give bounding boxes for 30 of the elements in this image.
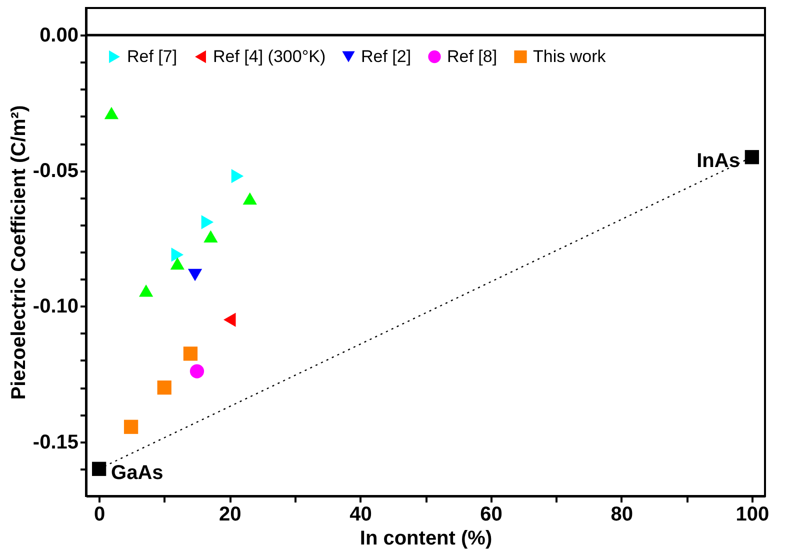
point — [744, 150, 760, 164]
point — [183, 346, 198, 361]
legend-label: Ref [7] — [127, 46, 178, 66]
point — [201, 215, 214, 230]
point — [157, 380, 172, 395]
legend-label: Ref [4] (300°K) — [213, 46, 326, 66]
y-tick-label: 0.00 — [40, 24, 78, 47]
x-tick-label: 60 — [480, 504, 502, 526]
x-tick-label: 100 — [736, 504, 770, 526]
y-tick-label: -0.10 — [32, 296, 78, 318]
x-tick-label: 80 — [610, 504, 633, 526]
point — [231, 169, 244, 184]
y-tick-label: -0.15 — [32, 431, 78, 454]
y-tick-label: -0.05 — [32, 160, 78, 182]
point — [224, 312, 236, 327]
annotation: InAs — [696, 150, 740, 172]
legend-label: Ref [2] — [361, 46, 412, 66]
point — [124, 420, 138, 434]
x-tick-label: 40 — [350, 504, 372, 526]
point — [171, 248, 184, 262]
point — [190, 364, 204, 378]
point — [188, 268, 202, 282]
legend-label: This work — [533, 46, 606, 66]
x-tick-label: 0 — [94, 504, 106, 526]
annotation: GaAs — [111, 462, 164, 484]
y-axis-title: Piezoelectric Coefficient (C/m²) — [8, 105, 30, 400]
legend-label: Ref [8] — [447, 46, 498, 66]
x-tick-label: 20 — [219, 504, 242, 526]
x-axis-title: In content (%) — [360, 528, 492, 550]
point — [92, 462, 106, 476]
